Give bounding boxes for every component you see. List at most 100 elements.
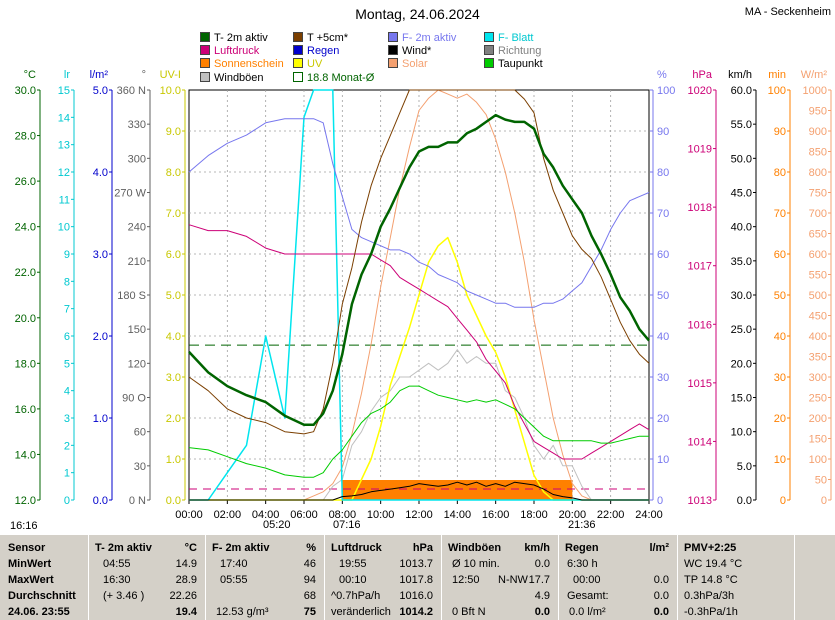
gust-avg-val: 4.9 [534, 590, 550, 602]
footer-col-pmv: PMV+2:25 WC 19.4 °C TP 14.8 °C 0.3hPa/3h… [678, 535, 795, 620]
tick-label-uv: 9.0 [166, 126, 181, 138]
tick-label-solar: 150 [809, 434, 827, 446]
legend-item-dew: Taupunkt [484, 58, 543, 70]
rain-title: Regen [565, 542, 599, 554]
time-tick-label: 24:00 [635, 509, 663, 521]
tick-label-solar: 400 [809, 331, 827, 343]
tick-label-solar: 200 [809, 413, 827, 425]
temp-min-val: 14.9 [175, 558, 197, 570]
tick-label-dir: 90 O [122, 393, 146, 405]
tick-label-solar: 50 [815, 475, 827, 487]
tick-label-wind: 20.0 [731, 358, 752, 370]
weather-chart: 30.028.026.024.022.020.018.016.014.012.0… [10, 69, 832, 532]
label-max: MaxWert [8, 574, 54, 586]
tick-label-solar: 1000 [803, 85, 827, 97]
tick-label-min: 20 [774, 413, 786, 425]
tick-label-hum: 40 [657, 331, 669, 343]
tick-label-wind: 5.0 [737, 461, 752, 473]
tick-label-dir: 210 [128, 256, 146, 268]
press-avg-val: 1016.0 [399, 590, 433, 602]
tick-label-lr: 9 [64, 249, 70, 261]
footer-col-hum: F- 2m aktiv % 17:40 46 05:55 94 68 12.53… [206, 535, 325, 620]
gust-r2-val: 17.7 [528, 574, 550, 586]
temp-avg-note: (+ 3.46 ) [103, 590, 145, 602]
tick-label-solar: 550 [809, 270, 827, 282]
tick-label-min: 90 [774, 126, 786, 138]
tick-label-uv: 4.0 [166, 331, 181, 343]
timestamp-mid: 07:16 [333, 519, 361, 531]
legend-item-dir: Richtung [484, 45, 541, 57]
axis-unit-lr: lr [64, 69, 70, 81]
tick-label-hum: 50 [657, 290, 669, 302]
tick-label-dir: 30 [134, 461, 146, 473]
tick-label-wind: 50.0 [731, 153, 752, 165]
gust-now-val: 0.0 [534, 606, 550, 618]
hum-min-time: 17:40 [220, 558, 248, 570]
tick-label-dir: 360 N [117, 85, 146, 97]
label-avg: Durchschnitt [8, 590, 76, 602]
tick-label-press: 1019 [688, 144, 712, 156]
axis-unit-press: hPa [692, 69, 712, 81]
tick-label-dir: 120 [128, 358, 146, 370]
time-tick-label: 22:00 [597, 509, 625, 521]
rain-r3-label: Gesamt: [567, 590, 609, 602]
temp-max-time: 16:30 [103, 574, 131, 586]
hum-max-val: 94 [303, 574, 316, 586]
label-now: 24.06. 23:55 [8, 606, 70, 618]
gust-r2-time: 12:50 [452, 574, 480, 586]
legend-item-hum: F- 2m aktiv [388, 32, 456, 44]
tick-label-wind: 15.0 [731, 393, 752, 405]
tick-label-wind: 45.0 [731, 188, 752, 200]
tick-label-wind: 25.0 [731, 324, 752, 336]
tick-label-temp: 20.0 [15, 313, 36, 325]
time-tick-label: 06:00 [290, 509, 318, 521]
legend-item-uv: UV [293, 58, 322, 70]
sunshine-bar [342, 480, 573, 500]
tick-label-hum: 100 [657, 85, 675, 97]
legend-item-press: Luftdruck [200, 45, 259, 57]
location-label: MA - Seckenheim [744, 6, 831, 18]
pmv-r1: WC 19.4 °C [684, 558, 743, 570]
tick-label-temp: 24.0 [15, 222, 36, 234]
tick-label-solar: 300 [809, 372, 827, 384]
tick-label-rain: 4.0 [93, 167, 108, 179]
tick-label-min: 10 [774, 454, 786, 466]
timestamp-left: 16:16 [10, 520, 38, 532]
time-tick-label: 02:00 [214, 509, 242, 521]
tick-label-press: 1014 [688, 436, 712, 448]
tick-label-solar: 750 [809, 188, 827, 200]
tick-label-dir: 60 [134, 427, 146, 439]
tick-label-press: 1015 [688, 378, 712, 390]
tick-label-temp: 18.0 [15, 358, 36, 370]
tick-label-lr: 4 [64, 386, 70, 398]
axis-unit-temp: °C [24, 69, 36, 81]
tick-label-temp: 12.0 [15, 495, 36, 507]
axis-unit-solar: W/m² [801, 69, 828, 81]
tick-label-hum: 80 [657, 167, 669, 179]
legend-item-leaf: F- Blatt [484, 32, 533, 44]
legend-item-wind: Wind* [388, 45, 431, 57]
tick-label-temp: 16.0 [15, 404, 36, 416]
rain-r2-time: 00:00 [573, 574, 601, 586]
time-tick-label: 14:00 [444, 509, 472, 521]
tick-label-wind: 55.0 [731, 119, 752, 131]
footer-col-press: Luftdruck hPa 19:55 1013.7 00:10 1017.8 … [325, 535, 442, 620]
tick-label-solar: 950 [809, 106, 827, 118]
tick-label-min: 40 [774, 331, 786, 343]
gust-now-note: 0 Bft N [452, 606, 486, 618]
time-tick-label: 04:00 [252, 509, 280, 521]
tick-label-dir: 240 [128, 222, 146, 234]
stats-footer: Sensor MinWert MaxWert Durchschnitt 24.0… [0, 535, 835, 620]
legend-item-mavg: 18.8 Monat-Ø [293, 72, 374, 84]
press-title: Luftdruck [331, 542, 382, 554]
tick-label-dir: 150 [128, 324, 146, 336]
sunrise-label: 05:20 [263, 519, 291, 531]
tick-label-dir: 0 N [129, 495, 146, 507]
gust-title: Windböen [448, 542, 502, 554]
tick-label-press: 1017 [688, 261, 712, 273]
tick-label-uv: 10.0 [160, 85, 181, 97]
temp-unit: °C [184, 542, 197, 554]
pmv-r2: TP 14.8 °C [684, 574, 738, 586]
tick-label-wind: 40.0 [731, 222, 752, 234]
tick-label-uv: 7.0 [166, 208, 181, 220]
